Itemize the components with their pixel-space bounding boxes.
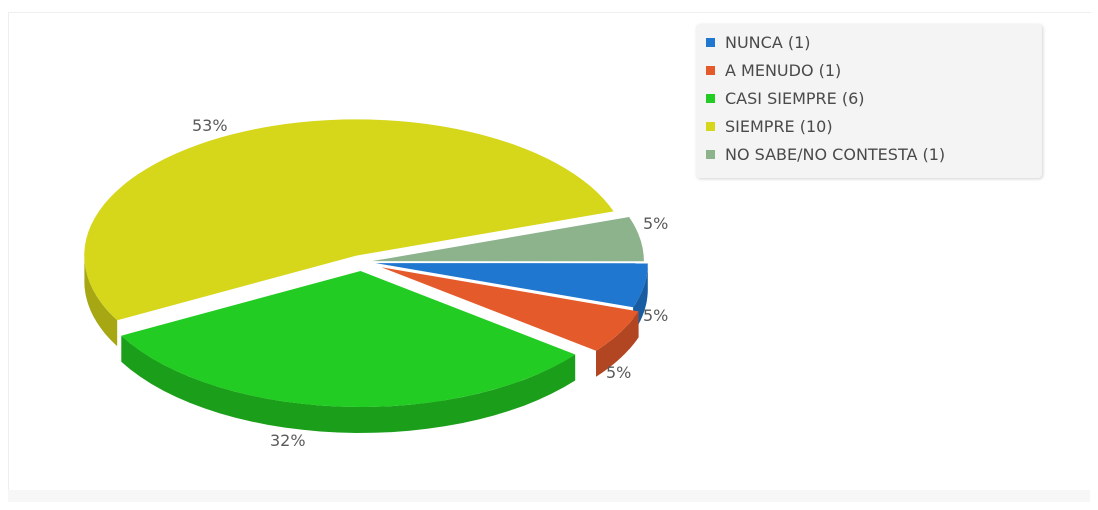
slice-label-no-sabe: 5% [643, 214, 668, 233]
slice-label-siempre: 53% [192, 116, 228, 135]
pie-slice-casi-siempre [121, 270, 576, 407]
slice-label-a-menudo: 5% [606, 363, 631, 382]
pie-label-layer: 5% 5% 32% 53% 5% [192, 116, 668, 450]
legend-swatch-no-sabe [706, 149, 715, 159]
pie-slice-side-a-menudo [596, 311, 639, 377]
pie-slice-nunca [375, 263, 648, 308]
pie-depth-layer [84, 255, 648, 433]
legend-swatch-casi-siempre [706, 93, 715, 103]
legend-item-no-sabe: NO SABE/NO CONTESTA (1) [706, 140, 945, 168]
chart-legend: NUNCA (1) A MENUDO (1) CASI SIEMPRE (6) … [696, 24, 1042, 178]
legend-item-siempre: SIEMPRE (10) [706, 112, 833, 140]
legend-label-a-menudo: A MENUDO (1) [725, 60, 842, 80]
legend-swatch-nunca [706, 37, 715, 47]
pie-slice-no-sabe [371, 217, 644, 262]
legend-label-nunca: NUNCA (1) [725, 32, 811, 52]
pie-slice-side-casi-siempre [121, 335, 576, 433]
legend-label-no-sabe: NO SABE/NO CONTESTA (1) [725, 144, 946, 164]
slice-label-nunca: 5% [643, 306, 668, 325]
legend-item-a-menudo: A MENUDO (1) [706, 56, 841, 84]
pie-slice-siempre [84, 119, 614, 321]
legend-swatch-a-menudo [706, 65, 715, 75]
chart-footer-band [8, 490, 1090, 502]
legend-item-casi-siempre: CASI SIEMPRE (6) [706, 84, 865, 112]
pie-top-layer [84, 119, 648, 407]
legend-item-nunca: NUNCA (1) [706, 28, 811, 56]
legend-swatch-siempre [706, 121, 715, 131]
pie-slice-a-menudo [381, 267, 639, 351]
legend-label-casi-siempre: CASI SIEMPRE (6) [725, 88, 865, 108]
slice-label-casi-siempre: 32% [270, 431, 306, 450]
pie-slice-side-siempre [84, 255, 118, 347]
legend-label-siempre: SIEMPRE (10) [725, 116, 833, 136]
